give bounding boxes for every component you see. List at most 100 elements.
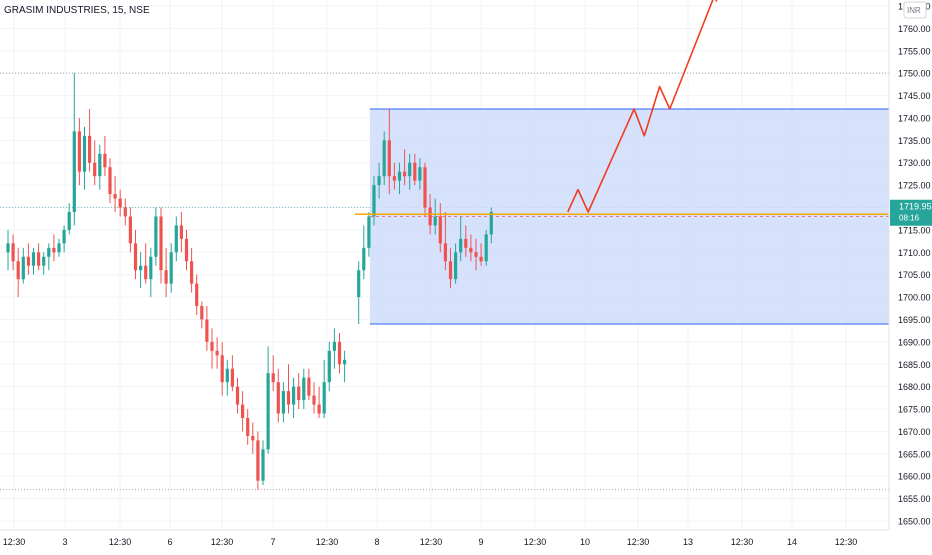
candle-body (225, 368, 229, 383)
time-tick-label: 12:30 (3, 537, 26, 547)
candle-body (184, 238, 189, 262)
candle-body (454, 252, 458, 280)
last-price-text: 1719.95 (899, 202, 932, 212)
price-tick-label: 1685.00 (898, 360, 931, 370)
candles (6, 73, 493, 490)
candle-body (174, 225, 178, 253)
price-tick-label: 1760.00 (898, 24, 931, 34)
candle-body (123, 207, 127, 217)
candle-body (433, 216, 437, 226)
candle-body (57, 243, 61, 253)
price-axis: 1650.00 1655.00 1660.00 1665.00 1670.00 1675.… (898, 1, 931, 527)
candle-body (423, 167, 427, 208)
candle-body (235, 386, 240, 405)
candle-body (215, 350, 219, 356)
candle-body (62, 229, 66, 244)
candle-body (459, 238, 463, 253)
candle-body (169, 252, 173, 284)
candle-body (276, 382, 280, 414)
last-price-box (890, 199, 932, 226)
candle-body (464, 238, 468, 248)
candle-body (205, 319, 209, 342)
candle-body (26, 256, 30, 266)
candle-body (220, 355, 224, 383)
time-tick-label: 12:30 (211, 537, 234, 547)
candle-body (261, 449, 265, 481)
candle-body (392, 176, 396, 181)
price-tick-label: 1730.00 (898, 158, 931, 168)
candle-body (72, 131, 76, 212)
candle-body (11, 243, 15, 262)
time-tick-label: 7 (270, 537, 275, 547)
candle-body (164, 270, 168, 284)
price-tick-label: 1650.00 (898, 517, 931, 527)
time-tick-label: 12:30 (524, 537, 547, 547)
time-tick-label: 12:30 (109, 537, 132, 547)
candle-body (52, 247, 56, 253)
time-tick-label: 6 (167, 537, 172, 547)
candle-body (281, 391, 285, 414)
candle-body (413, 162, 417, 181)
currency-badge-text: INR (907, 6, 921, 15)
candle-body (246, 418, 250, 436)
candle-body (37, 252, 41, 266)
price-tick-label: 1675.00 (898, 405, 931, 415)
time-tick-label: 14 (787, 537, 797, 547)
candle-body (195, 283, 199, 307)
candle-body (67, 212, 71, 230)
time-tick-label: 12:30 (731, 537, 754, 547)
candle-body (367, 216, 371, 248)
candle-body (292, 386, 296, 405)
separator: , (106, 5, 113, 16)
candle-body (88, 135, 92, 163)
candle-body (128, 216, 132, 244)
candle-body (144, 265, 148, 280)
candle-body (266, 373, 270, 450)
price-tick-label: 1700.00 (898, 293, 931, 303)
time-tick-label: 12:30 (835, 537, 858, 547)
price-tick-label: 1725.00 (898, 181, 931, 191)
candle-body (337, 341, 342, 365)
candle-body (6, 243, 10, 253)
candle-body (103, 153, 107, 168)
last-price-label: 1719.95 08:16 (890, 199, 932, 226)
candle-body (297, 386, 301, 401)
time-tick-label: 10 (580, 537, 590, 547)
projection-path[interactable] (567, 0, 716, 213)
candle-body (443, 243, 447, 262)
candle-body (387, 140, 391, 177)
candle-body (448, 261, 453, 280)
candle-body (113, 194, 117, 199)
candle-body (343, 359, 347, 365)
candle-body (82, 135, 87, 172)
separator: , (123, 5, 130, 16)
candle-body (484, 234, 488, 262)
candle-body (382, 140, 386, 177)
candle-body (118, 198, 122, 208)
candle-body (322, 382, 326, 414)
price-tick-label: 1670.00 (898, 427, 931, 437)
candle-body (469, 247, 473, 253)
candle-body (241, 404, 245, 418)
candle-body (372, 185, 376, 217)
price-tick-label: 1735.00 (898, 136, 931, 146)
price-tick-label: 1680.00 (898, 382, 931, 392)
candle-body (93, 162, 97, 177)
price-tick-label: 1740.00 (898, 113, 931, 123)
price-tick-label: 1665.00 (898, 449, 931, 459)
currency-badge[interactable]: INR (903, 1, 927, 19)
chart-header[interactable]: GRASIM INDUSTRIES, 15, NSE (4, 5, 150, 16)
candle-body (271, 373, 275, 383)
time-tick-label: 12:30 (420, 537, 443, 547)
time-tick-label: 3 (62, 537, 67, 547)
candle-body (77, 131, 81, 172)
candle-body (21, 256, 25, 280)
candle-body (397, 171, 402, 181)
candle-body (332, 341, 336, 351)
price-tick-label: 1655.00 (898, 494, 931, 504)
time-tick-label: 12:30 (316, 537, 339, 547)
candle-body (418, 167, 422, 181)
candle-body (479, 256, 483, 262)
